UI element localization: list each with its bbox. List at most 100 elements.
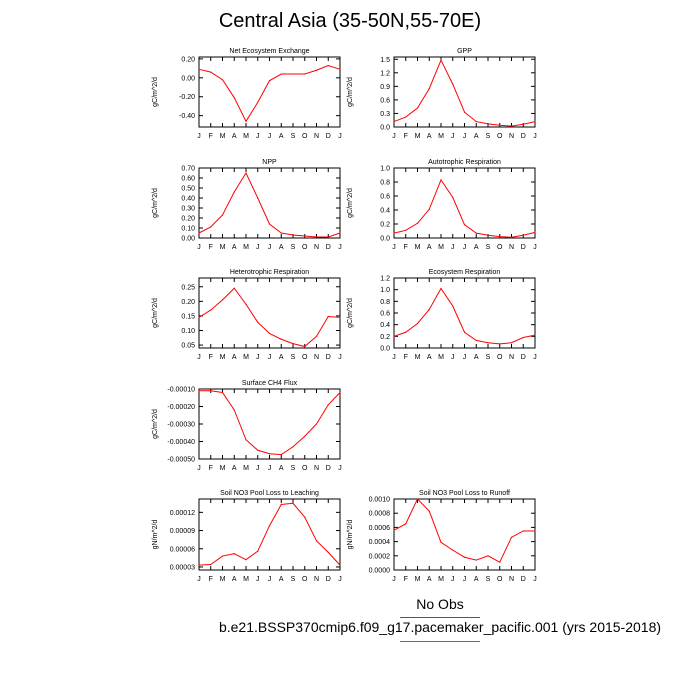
y-axis-label: gC/m^2/d <box>347 298 354 328</box>
y-tick-label: 0.25 <box>181 284 195 291</box>
data-point <box>475 339 477 342</box>
x-tick-label: F <box>209 354 213 361</box>
x-tick-label: M <box>243 133 249 140</box>
data-point <box>440 179 442 181</box>
x-tick-label: F <box>209 244 213 251</box>
data-point <box>198 564 200 566</box>
data-point <box>499 236 501 238</box>
y-tick-label: 0.8 <box>380 180 390 187</box>
x-tick-label: J <box>338 354 342 361</box>
y-tick-label: 0.00009 <box>170 528 195 535</box>
y-tick-label: 0.00006 <box>170 546 195 553</box>
x-tick-label: J <box>256 465 260 472</box>
data-point <box>245 120 247 122</box>
panel-title: NPP <box>262 159 277 166</box>
x-tick-label: A <box>427 354 432 361</box>
y-tick-label: 1.0 <box>380 287 390 294</box>
x-tick-label: A <box>232 133 237 140</box>
x-tick-label: J <box>451 576 455 583</box>
x-tick-label: N <box>314 354 319 361</box>
data-point <box>257 321 259 323</box>
x-tick-label: J <box>197 576 201 583</box>
data-point <box>475 232 477 234</box>
series-line <box>199 390 341 456</box>
data-point <box>428 88 430 90</box>
y-tick-label: 0.4 <box>380 208 390 215</box>
x-tick-label: S <box>486 133 491 140</box>
y-tick-label: 0.05 <box>181 343 195 350</box>
data-point <box>210 226 212 228</box>
x-tick-label: S <box>291 465 296 472</box>
data-point <box>304 235 306 237</box>
x-tick-label: A <box>279 354 284 361</box>
y-tick-label: 0.10 <box>181 226 195 233</box>
data-point <box>198 68 200 70</box>
x-tick-label: A <box>279 133 284 140</box>
x-tick-label: N <box>509 133 514 140</box>
plot-frame <box>198 498 341 571</box>
y-axis-label: gN/m^2/d <box>347 520 354 550</box>
data-point <box>292 73 294 75</box>
data-point <box>487 555 489 557</box>
x-tick-label: A <box>474 133 479 140</box>
y-tick-label: 0.20 <box>181 299 195 306</box>
data-point <box>393 232 395 234</box>
y-tick-label: 0.4 <box>380 322 390 329</box>
x-tick-label: A <box>427 576 432 583</box>
plot-frame <box>393 277 536 349</box>
data-point <box>315 423 318 425</box>
data-point <box>416 498 419 500</box>
data-point <box>327 404 329 406</box>
data-point <box>327 551 329 554</box>
data-point <box>463 331 466 333</box>
x-tick-label: F <box>209 465 213 472</box>
x-tick-label: J <box>533 244 537 251</box>
data-point <box>416 222 419 224</box>
x-tick-label: J <box>451 133 455 140</box>
data-point <box>304 516 306 518</box>
data-point <box>393 529 395 531</box>
data-point <box>416 322 419 325</box>
data-point <box>210 390 212 392</box>
panel-5: Heterotrophic Respiration gC/m^2/d 0.05 0.1… <box>152 269 342 361</box>
data-point <box>268 80 271 82</box>
data-point <box>510 125 513 127</box>
y-axis-label: gC/m^2/d <box>152 409 159 439</box>
x-tick-label: N <box>314 244 319 251</box>
x-tick-label: J <box>197 465 201 472</box>
x-tick-label: A <box>279 244 284 251</box>
x-tick-label: O <box>302 576 308 583</box>
x-tick-label: N <box>314 576 319 583</box>
panel-9: Soil NO3 Pool Loss to Runoff gN/m^2/d 0.00… <box>347 490 537 583</box>
data-point <box>198 232 200 234</box>
data-point <box>233 409 235 411</box>
y-tick-label: 0.00 <box>181 75 195 82</box>
panel-8: Soil NO3 Pool Loss to Leaching gN/m^2/d 0.… <box>152 490 342 583</box>
data-point <box>522 234 524 236</box>
x-tick-label: J <box>392 576 396 583</box>
y-tick-label: -0.20 <box>179 94 195 101</box>
y-axis-label: gC/m^2/d <box>152 298 159 328</box>
x-tick-label: J <box>338 465 342 472</box>
data-point <box>452 549 454 551</box>
data-point <box>210 71 212 73</box>
plot-frame <box>198 388 341 460</box>
panel-title: Heterotrophic Respiration <box>230 269 309 276</box>
data-point <box>510 342 513 344</box>
y-tick-label: 0.2 <box>380 334 390 341</box>
data-point <box>304 345 306 348</box>
x-tick-label: A <box>279 576 284 583</box>
y-tick-label: 0.6 <box>380 311 390 318</box>
data-point <box>315 69 318 71</box>
x-tick-label: J <box>256 576 260 583</box>
plot-frame <box>393 167 536 239</box>
x-tick-label: J <box>463 244 467 251</box>
x-tick-label: J <box>338 133 342 140</box>
data-point <box>198 316 200 318</box>
case-label: b.e21.BSSP370cmip6.f09_g17.pacemaker_pac… <box>218 619 662 635</box>
x-tick-label: J <box>463 133 467 140</box>
data-point <box>292 502 294 504</box>
data-point <box>268 332 271 335</box>
x-tick-label: M <box>415 354 421 361</box>
x-tick-label: D <box>326 133 331 140</box>
